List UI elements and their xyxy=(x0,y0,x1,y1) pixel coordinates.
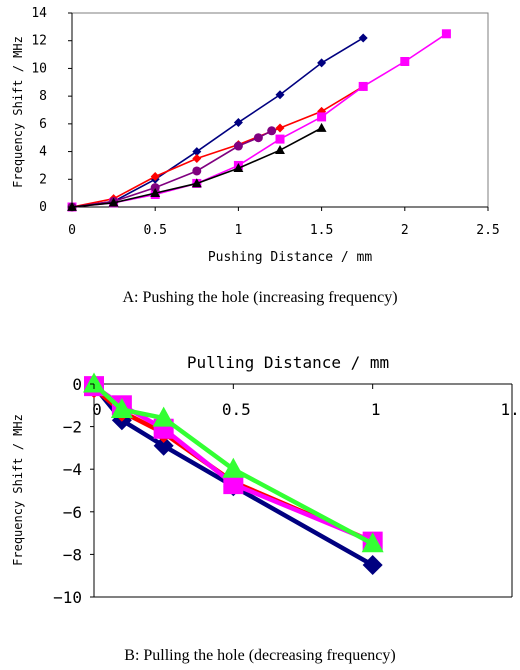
chart-a-series-0-point xyxy=(233,117,243,127)
chart-a-y-tick-label: 8 xyxy=(39,89,47,104)
chart-a-series-4-point xyxy=(108,197,119,207)
chart-b-y-tick-label: −6 xyxy=(63,503,82,522)
chart-a-plot-border xyxy=(71,12,489,208)
chart-a-series-4-point xyxy=(316,122,327,132)
chart-b-ticks: 0 0.5 1 1.5 0 −2 −4 −6 −8 −10 xyxy=(53,375,520,607)
chart-a-x-tick-label: 0.5 xyxy=(143,223,166,238)
chart-b-y-tick-label: 0 xyxy=(72,375,82,394)
chart-a-series-4-point xyxy=(67,201,77,211)
chart-a-series-3-point xyxy=(233,141,243,151)
chart-a-y-tick-label: 2 xyxy=(39,172,47,187)
chart-b-series-3-point xyxy=(152,406,175,427)
chart-a-ylabel: Frequency Shift / MHz xyxy=(11,36,25,188)
chart-a-series-1-line xyxy=(71,85,364,208)
chart-a-y-tick-label: 0 xyxy=(39,200,47,215)
chart-a-x-tick-label: 1 xyxy=(234,223,242,238)
chart-b-series-2-point xyxy=(223,474,244,495)
chart-b-series-3-point xyxy=(361,532,384,553)
chart-b-xlabel: Pulling Distance / mm xyxy=(187,353,389,372)
chart-a-series-2-point xyxy=(275,134,285,144)
chart-a-series-3-point xyxy=(192,166,202,176)
chart-a-series-0-point xyxy=(192,147,202,157)
chart-a-x-tick-label: 2.5 xyxy=(476,223,499,238)
chart-b: 0 0.5 1 1.5 0 −2 −4 −6 −8 −10 Pulling Distance / … xyxy=(11,353,520,607)
chart-a-series-4-point xyxy=(233,163,244,173)
chart-b-y-tick-label: −4 xyxy=(63,460,82,479)
chart-a-series-0-point xyxy=(317,58,327,68)
chart-a-series-2-point xyxy=(317,112,327,122)
chart-a-series-2-line xyxy=(71,33,447,208)
chart-b-ylabel: Frequency Shift / MHz xyxy=(11,414,25,566)
chart-a-series-2-point xyxy=(441,29,451,39)
chart-a-series-0-point xyxy=(358,33,368,43)
chart-b-series-0-point xyxy=(153,435,174,456)
chart-b-series-3-point xyxy=(110,398,133,419)
chart-a-frame xyxy=(71,12,489,208)
chart-b-y-tick-label: −8 xyxy=(63,545,82,564)
chart-a-y-tick-label: 4 xyxy=(39,145,47,160)
chart-b-frame xyxy=(93,383,513,598)
chart-a-series-2-point xyxy=(400,57,410,66)
chart-a-series-0-line xyxy=(71,37,364,208)
chart-a-y-tick-label: 14 xyxy=(31,6,47,21)
chart-a-series-4-point xyxy=(150,187,161,197)
chart-a-y-tick-label: 12 xyxy=(31,34,47,49)
chart-a-series-1-point xyxy=(192,154,202,163)
chart-a: 0 0.5 1 1.5 2 2.5 0 2 4 6 8 10 12 14 Pushing Distance… xyxy=(11,6,500,265)
chart-a-series-4-point xyxy=(275,145,285,155)
chart-a-series-3-point xyxy=(267,126,277,136)
chart-a-series-3-point xyxy=(253,133,263,143)
chart-a-series-3-point xyxy=(150,183,160,193)
chart-a-y-tick-label: 10 xyxy=(31,61,47,76)
chart-a-series-0-point xyxy=(275,90,285,100)
chart-b-y-tick-label: −10 xyxy=(53,588,82,607)
chart-b-caption: B: Pulling the hole (decreasing frequenc… xyxy=(124,647,396,664)
chart-a-series-1-point xyxy=(150,172,160,182)
chart-a-x-tick-label: 1.5 xyxy=(310,223,333,238)
chart-a-series-2-point xyxy=(358,81,368,91)
chart-b-series-3-point xyxy=(83,372,105,393)
chart-a-x-tick-label: 0 xyxy=(68,223,76,238)
chart-a-series-4-point xyxy=(191,178,202,188)
chart-a-xlabel: Pushing Distance / mm xyxy=(208,250,373,265)
chart-b-x-tick-label: 1 xyxy=(371,400,381,419)
chart-a-y-tick-label: 6 xyxy=(39,117,47,132)
chart-a-series xyxy=(67,29,451,212)
chart-a-caption: A: Pushing the hole (increasing frequenc… xyxy=(122,289,398,306)
chart-a-x-tick-label: 2 xyxy=(401,223,409,238)
chart-b-x-tick-label: 1.5 xyxy=(501,400,520,419)
chart-a-series-1-point xyxy=(275,123,285,133)
chart-b-series-3-point xyxy=(222,457,245,478)
chart-b-y-tick-label: −2 xyxy=(63,418,82,437)
chart-b-x-tick-label: 0.5 xyxy=(222,400,251,419)
chart-b-series-0-point xyxy=(362,555,383,576)
chart-b-x-tick-label: 0 xyxy=(92,400,102,419)
chart-a-ticks: 0 0.5 1 1.5 2 2.5 0 2 4 6 8 10 12 14 xyxy=(31,6,499,238)
